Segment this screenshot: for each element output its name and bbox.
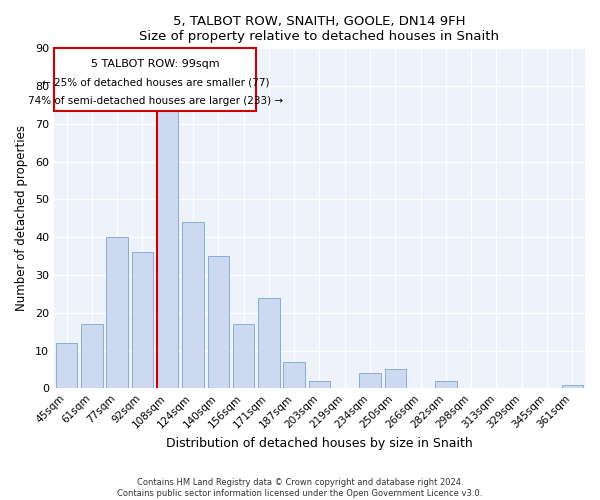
Bar xyxy=(131,252,153,388)
Text: Contains HM Land Registry data © Crown copyright and database right 2024.
Contai: Contains HM Land Registry data © Crown c… xyxy=(118,478,482,498)
Bar xyxy=(81,324,103,388)
Bar xyxy=(182,222,204,388)
Bar xyxy=(258,298,280,388)
Bar xyxy=(56,343,77,388)
Bar xyxy=(208,256,229,388)
Text: 74% of semi-detached houses are larger (233) →: 74% of semi-detached houses are larger (… xyxy=(28,96,283,106)
FancyBboxPatch shape xyxy=(55,48,256,110)
Bar xyxy=(283,362,305,388)
X-axis label: Distribution of detached houses by size in Snaith: Distribution of detached houses by size … xyxy=(166,437,473,450)
Bar xyxy=(106,237,128,388)
Text: 5 TALBOT ROW: 99sqm: 5 TALBOT ROW: 99sqm xyxy=(91,59,220,69)
Y-axis label: Number of detached properties: Number of detached properties xyxy=(15,126,28,312)
Text: ← 25% of detached houses are smaller (77): ← 25% of detached houses are smaller (77… xyxy=(41,78,269,88)
Bar xyxy=(562,384,583,388)
Bar xyxy=(309,381,330,388)
Bar xyxy=(385,370,406,388)
Bar xyxy=(359,373,381,388)
Title: 5, TALBOT ROW, SNAITH, GOOLE, DN14 9FH
Size of property relative to detached hou: 5, TALBOT ROW, SNAITH, GOOLE, DN14 9FH S… xyxy=(139,15,499,43)
Bar xyxy=(435,381,457,388)
Bar xyxy=(157,109,178,388)
Bar xyxy=(233,324,254,388)
